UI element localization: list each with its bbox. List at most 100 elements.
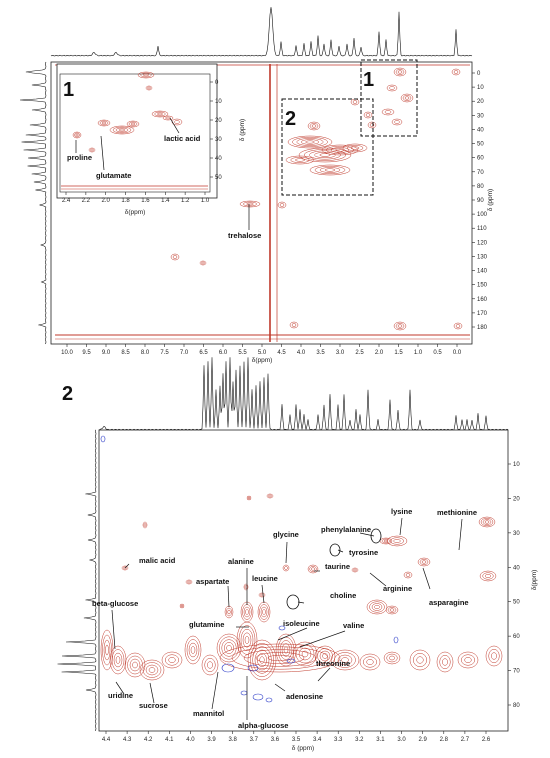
top-peak bbox=[391, 118, 403, 126]
choline-label: choline bbox=[330, 591, 356, 600]
top-peak bbox=[402, 95, 412, 101]
bottom-peak bbox=[413, 653, 427, 667]
bottom-peak bbox=[379, 537, 393, 545]
top-peak bbox=[290, 157, 310, 163]
bottom-peak bbox=[284, 566, 288, 570]
bottom-xtick-label: 4.2 bbox=[144, 737, 153, 743]
inset-ytick-label: 30 bbox=[215, 137, 222, 143]
inset-peak bbox=[74, 132, 80, 138]
top-peak bbox=[239, 200, 261, 208]
bottom-xtick-label: 3.2 bbox=[355, 737, 364, 743]
adenosine-arrow bbox=[274, 683, 286, 692]
negative-peak bbox=[240, 690, 248, 696]
bottom-left-1d-spectrum bbox=[57, 429, 97, 732]
bottom-ytick-label: 20 bbox=[513, 496, 520, 502]
top-peak bbox=[170, 253, 180, 261]
bottom-peak bbox=[341, 657, 349, 663]
top-peak bbox=[386, 84, 398, 92]
bottom-ytick-label: 70 bbox=[513, 669, 520, 675]
top-peak bbox=[319, 167, 341, 173]
top-peak bbox=[400, 93, 414, 103]
bottom-peak bbox=[145, 664, 159, 676]
inset-xtick-label: 1.6 bbox=[141, 198, 150, 204]
bottom-xtick-label: 3.0 bbox=[397, 737, 406, 743]
bottom-panel: 2 4.4 4.3 4.2 4.1 4.0 3.9 3.8 3.7 3.6 3.5 3.4 3.3 3.… bbox=[57, 357, 538, 752]
top-ytick-label: 110 bbox=[477, 226, 487, 232]
inset-ytick-label: 10 bbox=[215, 99, 222, 105]
bottom-peak bbox=[221, 639, 237, 657]
inset-peak bbox=[109, 125, 135, 135]
bottom-peak bbox=[247, 496, 251, 500]
bottom-peak bbox=[369, 601, 385, 613]
inset-1: 2.4 2.2 2.0 1.8 1.6 1.4 1.2 1.0 0 10 20 30 40 50 1 δ… bbox=[56, 63, 246, 216]
bottom-peak bbox=[417, 557, 431, 567]
bottom-peak bbox=[439, 655, 451, 669]
inset-frame bbox=[56, 63, 218, 199]
adenosine-label: adenosine bbox=[286, 692, 323, 701]
bottom-peak bbox=[139, 659, 165, 681]
top-peak bbox=[395, 69, 405, 75]
bottom-peak bbox=[442, 658, 448, 666]
top-peak bbox=[326, 145, 354, 155]
bottom-xtick-label: 3.8 bbox=[228, 737, 237, 743]
bottom-peak bbox=[243, 606, 251, 618]
top-peak bbox=[346, 145, 364, 151]
bottom-peak bbox=[319, 650, 331, 662]
top-xtick-label: 7.5 bbox=[160, 350, 169, 356]
bottom-peak bbox=[419, 559, 429, 565]
bottom-peak bbox=[187, 580, 191, 584]
negative-peak bbox=[252, 693, 264, 701]
top-xtick-label: 1.0 bbox=[414, 350, 423, 356]
leucine-label: leucine bbox=[252, 574, 278, 583]
top-ytick-label: 10 bbox=[477, 85, 484, 91]
top-panel: 10.0 9.5 9.0 8.5 8.0 7.5 7.0 6.5 6.0 5.5 5.0 4.5 4.0… bbox=[19, 7, 494, 364]
top-peak bbox=[300, 139, 320, 145]
bottom-peak bbox=[255, 652, 305, 664]
bottom-peak bbox=[242, 632, 252, 648]
bottom-peak bbox=[262, 609, 266, 615]
bottom-peak bbox=[100, 629, 114, 671]
bottom-ytick-label: 50 bbox=[513, 600, 520, 606]
top-ytick-label: 70 bbox=[477, 170, 484, 176]
top-xtick-label: 9.5 bbox=[82, 350, 91, 356]
top-ytick-label: 140 bbox=[477, 269, 488, 275]
top-peak bbox=[303, 149, 347, 161]
inset-peak bbox=[130, 122, 136, 126]
bottom-peak bbox=[105, 644, 109, 656]
bottom-peak bbox=[386, 535, 408, 547]
bottom-peak bbox=[416, 656, 424, 664]
top-peak bbox=[287, 135, 333, 149]
top-peak bbox=[389, 86, 395, 90]
bottom-peak bbox=[184, 635, 202, 665]
bottom-peak bbox=[479, 570, 497, 582]
bottom-peak bbox=[240, 628, 254, 652]
top-peak bbox=[243, 201, 257, 207]
top-peak bbox=[384, 110, 392, 114]
inset-peak bbox=[145, 85, 153, 91]
bottom-xtick-label: 3.1 bbox=[376, 737, 385, 743]
isoleucine-label: isoleucine bbox=[283, 619, 320, 628]
bottom-xtick-label: 3.7 bbox=[250, 737, 259, 743]
bottom-xtick-label: 3.3 bbox=[334, 737, 343, 743]
glutamine-label: glutamine bbox=[189, 620, 224, 629]
inset-xtick-label: 2.4 bbox=[62, 198, 71, 204]
bottom-peak bbox=[482, 519, 492, 525]
inset-y-axis-label: δ (ppm) bbox=[239, 119, 246, 141]
bottom-peak bbox=[385, 605, 399, 615]
top-y-ticks: 0 10 20 30 40 50 60 70 80 90 100 110 120 130 140 150 160… bbox=[472, 71, 488, 331]
bottom-peak bbox=[478, 516, 496, 528]
bottom-peak bbox=[389, 655, 395, 661]
top-peak bbox=[279, 203, 285, 207]
bottom-peak bbox=[393, 539, 401, 543]
inset-peak bbox=[165, 116, 171, 120]
bottom-xtick-label: 4.1 bbox=[165, 737, 174, 743]
top-ytick-label: 30 bbox=[477, 113, 484, 119]
negative-peak bbox=[247, 664, 259, 672]
top-ytick-label: 50 bbox=[477, 142, 484, 148]
tyrosine-arrow bbox=[337, 549, 344, 553]
inset-plot-area bbox=[59, 73, 211, 193]
top-peak bbox=[314, 165, 346, 175]
taurine-label: taurine bbox=[325, 562, 350, 571]
alanine-label: alanine bbox=[228, 557, 254, 566]
bottom-peak bbox=[363, 656, 377, 668]
